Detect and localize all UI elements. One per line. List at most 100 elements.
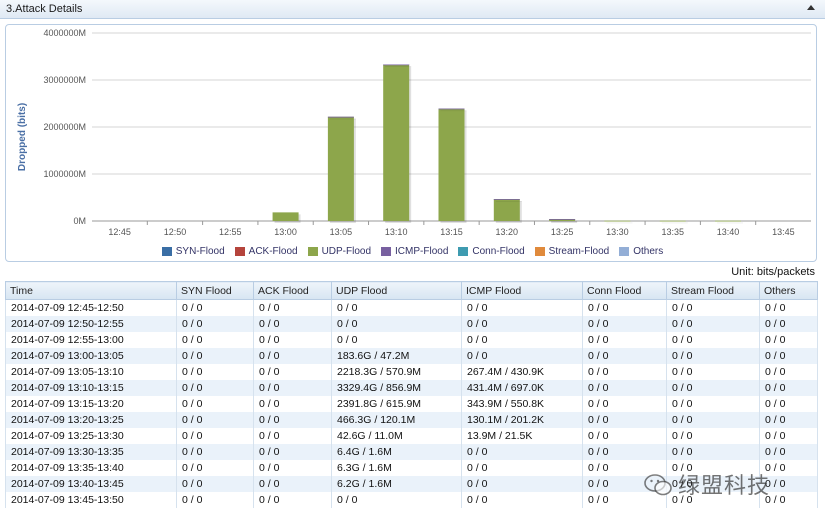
table-cell: 2014-07-09 13:00-13:05	[5, 348, 177, 364]
table-cell: 2014-07-09 13:25-13:30	[5, 428, 177, 444]
x-tick-label: 13:40	[717, 227, 740, 237]
table-cell: 6.2G / 1.6M	[331, 476, 462, 492]
table-cell: 0 / 0	[331, 332, 462, 348]
bar-udp-flood	[272, 212, 299, 221]
table-cell: 6.3G / 1.6M	[331, 460, 462, 476]
table-cell: 0 / 0	[176, 444, 254, 460]
legend-label: Stream-Flood	[548, 245, 610, 257]
table-cell: 0 / 0	[176, 332, 254, 348]
legend-label: ACK-Flood	[248, 245, 298, 257]
table-cell: 0 / 0	[666, 412, 760, 428]
column-header[interactable]: Others	[759, 281, 818, 300]
table-cell: 2014-07-09 13:40-13:45	[5, 476, 177, 492]
table-cell: 0 / 0	[176, 476, 254, 492]
bar-shadow	[329, 118, 356, 120]
table-cell: 0 / 0	[331, 299, 462, 316]
legend-item[interactable]: SYN-Flood	[161, 246, 225, 257]
bar-shadow	[661, 222, 688, 224]
table-cell: 0 / 0	[759, 380, 818, 396]
x-tick-label: 12:50	[164, 227, 187, 237]
legend-item[interactable]: UDP-Flood	[307, 246, 371, 257]
table-cell: 0 / 0	[176, 396, 254, 412]
table-cell: 2218.3G / 570.9M	[331, 364, 462, 380]
table-cell: 0 / 0	[253, 412, 332, 428]
bar-udp-flood	[715, 220, 742, 222]
x-tick-label: 13:30	[606, 227, 629, 237]
x-tick-label: 13:00	[274, 227, 297, 237]
legend-item[interactable]: Conn-Flood	[458, 245, 525, 257]
legend-swatch	[307, 246, 318, 256]
legend-label: ICMP-Flood	[395, 245, 449, 257]
table-cell: 0 / 0	[759, 316, 818, 332]
bar-shadow	[551, 220, 578, 222]
table-cell: 0 / 0	[666, 364, 760, 380]
column-header[interactable]: ICMP Flood	[461, 281, 583, 300]
bar-udp-flood	[604, 220, 631, 222]
table-cell: 0 / 0	[582, 396, 667, 412]
table-cell: 267.4M / 430.9K	[461, 364, 583, 380]
legend-swatch	[161, 246, 172, 256]
legend-item[interactable]: Stream-Flood	[534, 245, 610, 257]
bar-udp-flood	[383, 64, 410, 221]
legend-label: Conn-Flood	[472, 245, 525, 257]
table-cell: 0 / 0	[253, 492, 332, 508]
panel-header: 3.Attack Details	[0, 0, 825, 19]
table-cell: 0 / 0	[176, 380, 254, 396]
legend-swatch	[381, 246, 392, 256]
attack-details-table: Time SYN Flood ACK Flood UDP Flood ICMP Floo…	[5, 281, 818, 508]
attack-bar-chart: 0M 1000000M 2000000M 3000000M 4000000M Droppe…	[17, 28, 811, 237]
table-cell: 2014-07-09 13:30-13:35	[5, 444, 177, 460]
y-tick-label: 3000000M	[43, 75, 86, 85]
table-cell: 2014-07-09 13:15-13:20	[5, 396, 177, 412]
bar-udp-flood	[438, 108, 465, 221]
table-cell: 183.6G / 47.2M	[331, 348, 462, 364]
table-cell: 0 / 0	[176, 428, 254, 444]
x-tick-label: 13:35	[661, 227, 684, 237]
table-cell: 0 / 0	[666, 316, 760, 332]
table-cell: 0 / 0	[253, 428, 332, 444]
table-cell: 0 / 0	[666, 460, 760, 476]
wechat-icon	[644, 474, 672, 496]
table-cell: 2014-07-09 13:20-13:25	[5, 412, 177, 428]
column-header[interactable]: Time	[5, 281, 177, 300]
bar-udp-flood	[659, 220, 686, 222]
bar-udp-flood	[549, 218, 576, 221]
table-cell: 0 / 0	[253, 444, 332, 460]
bar-shadow	[385, 66, 412, 67]
table-cell: 0 / 0	[461, 348, 583, 364]
table-cell: 0 / 0	[759, 428, 818, 444]
table-cell: 0 / 0	[582, 364, 667, 380]
table-cell: 0 / 0	[253, 396, 332, 412]
table-cell: 0 / 0	[461, 460, 583, 476]
x-tick-label: 13:10	[385, 227, 408, 237]
bar-shadow	[551, 220, 578, 223]
legend-item[interactable]: ACK-Flood	[234, 245, 298, 257]
y-tick-label: 4000000M	[43, 28, 86, 38]
table-cell: 0 / 0	[253, 476, 332, 492]
table-cell: 2391.8G / 615.9M	[331, 396, 462, 412]
table-cell: 2014-07-09 12:45-12:50	[5, 299, 177, 316]
column-header[interactable]: SYN Flood	[176, 281, 254, 300]
column-header[interactable]: Stream Flood	[666, 281, 760, 300]
column-header[interactable]: ACK Flood	[253, 281, 332, 300]
legend-item[interactable]: ICMP-Flood	[381, 246, 448, 257]
table-cell: 0 / 0	[759, 460, 818, 476]
table-cell: 0 / 0	[253, 299, 332, 316]
table-cell: 0 / 0	[666, 396, 760, 412]
legend-item[interactable]: Others	[619, 246, 663, 257]
table-cell: 0 / 0	[176, 348, 254, 364]
column-header[interactable]: UDP Flood	[331, 281, 462, 300]
collapse-icon[interactable]	[807, 5, 815, 10]
column-header[interactable]: Conn Flood	[582, 281, 667, 300]
table-cell: 0 / 0	[582, 348, 667, 364]
table-cell: 0 / 0	[253, 364, 332, 380]
legend-swatch	[619, 246, 630, 256]
table-cell: 2014-07-09 13:35-13:40	[5, 460, 177, 476]
